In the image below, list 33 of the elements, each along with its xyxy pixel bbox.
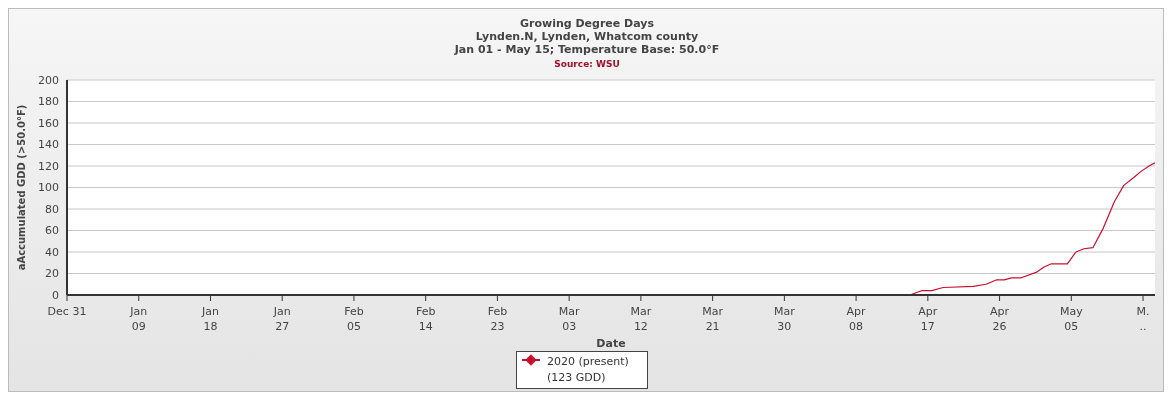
y-tick-label: 180 [38, 95, 59, 109]
x-tick-label: Apr 08 [846, 305, 867, 333]
x-tick-label: Apr 17 [918, 305, 938, 333]
x-tick-label: Jan 18 [200, 305, 219, 333]
x-tick-label: Mar 12 [630, 305, 652, 333]
x-tick-label: Mar 30 [773, 305, 796, 333]
x-tick-label: Mar 21 [702, 305, 724, 333]
x-tick-label: May 05 [1059, 305, 1084, 333]
source-note: Source: WSU [553, 58, 621, 71]
y-tick-label: 200 [38, 73, 59, 87]
x-tick-label: Feb 05 [344, 305, 364, 333]
x-tick-label: Dec 31 [47, 305, 87, 318]
chart-subtitle: Lynden.N, Lynden, Whatcom county Jan 01 - May 15; Temperature Base: 50.0°F [453, 30, 721, 56]
x-tick-label: Mar 03 [558, 305, 580, 333]
y-tick-label: 20 [45, 267, 59, 281]
x-tick-label: Apr 26 [990, 305, 1010, 333]
x-tick-label: Feb 14 [415, 305, 436, 333]
y-tick-label: 60 [45, 224, 59, 238]
x-tick-label: M. .. [1136, 305, 1150, 333]
x-axis-title: Date [596, 337, 626, 350]
x-tick-label: Jan 09 [129, 305, 148, 333]
y-tick-label: 80 [45, 202, 59, 216]
y-axis-title: aAccumulated GDD (>50.0°F) [15, 104, 27, 271]
y-tick-label: 0 [52, 288, 59, 302]
legend-label: 2020 (present) (123 GDD) [547, 354, 630, 386]
y-tick-label: 120 [38, 159, 59, 173]
y-tick-label: 160 [38, 116, 59, 130]
y-tick-label: 100 [38, 181, 59, 195]
y-tick-label: 140 [38, 138, 59, 152]
x-tick-label: Feb 23 [487, 305, 508, 333]
chart-title: Growing Degree Days [518, 17, 656, 30]
y-tick-label: 40 [45, 245, 59, 259]
x-tick-label: Jan 27 [272, 305, 291, 333]
